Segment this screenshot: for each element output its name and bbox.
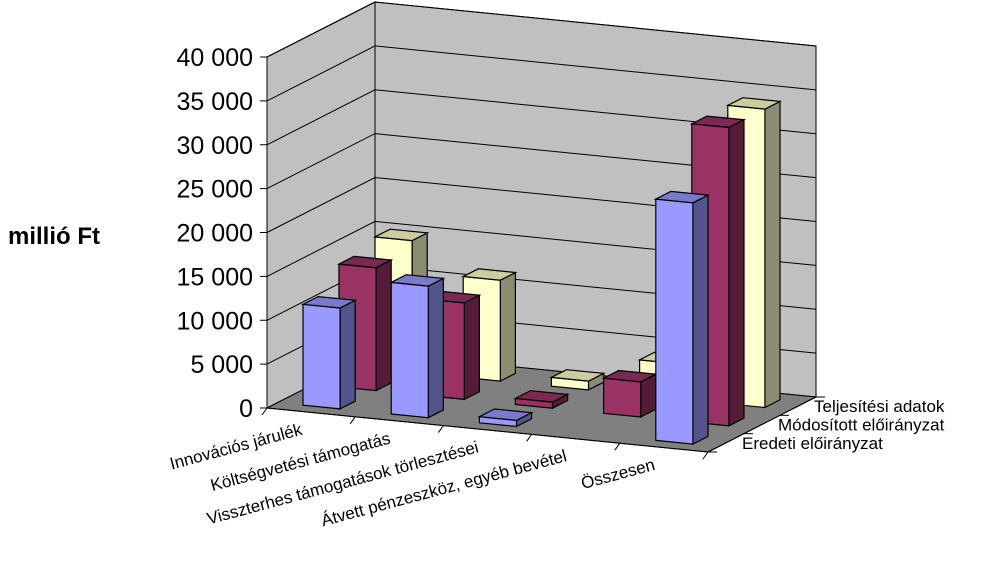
x-tick xyxy=(614,442,621,451)
bar xyxy=(300,295,358,410)
bar-side xyxy=(427,277,444,419)
bar xyxy=(549,369,606,391)
y-axis: 0 5 000 10 000 15 000 20 000 25 000 30 000 35 0… xyxy=(177,44,268,423)
bar-side xyxy=(499,271,517,383)
series-label: Módosított előirányzat xyxy=(778,416,945,435)
bars xyxy=(300,97,783,446)
y-tick-label: 15 000 xyxy=(177,263,253,291)
bar-top xyxy=(689,115,747,129)
gridline xyxy=(266,133,817,190)
x-axis-line xyxy=(266,407,709,453)
series-label: Teljesítési adatok xyxy=(814,397,945,416)
y-tick-label: 0 xyxy=(239,395,253,423)
bar-top xyxy=(372,228,430,242)
x-tick xyxy=(702,451,709,460)
y-tick-label: 40 000 xyxy=(177,44,253,72)
bar xyxy=(389,274,446,419)
bar-top xyxy=(300,295,358,309)
depth-axis-line xyxy=(707,396,817,453)
bar-front xyxy=(390,281,429,419)
bar-top xyxy=(389,274,446,287)
bar-front xyxy=(602,377,642,418)
bar-top xyxy=(653,190,711,204)
bar-side xyxy=(692,194,709,446)
bar-top xyxy=(461,268,518,281)
y-axis-label: millió Ft xyxy=(8,223,100,250)
gridline xyxy=(266,1,817,58)
y-tick-label: 30 000 xyxy=(177,132,253,160)
bar-top xyxy=(725,97,783,110)
y-tick-label: 35 000 xyxy=(177,88,253,116)
y-tick-label: 5 000 xyxy=(190,351,253,379)
bar-front xyxy=(655,198,694,445)
x-tick xyxy=(349,416,356,425)
bar xyxy=(601,369,658,418)
gridline xyxy=(266,89,817,146)
bar-side xyxy=(463,294,480,401)
y-tick-label: 20 000 xyxy=(177,220,253,248)
x-tick-label: Összesen xyxy=(579,455,657,493)
x-tick xyxy=(261,407,268,416)
bar-top xyxy=(336,255,394,269)
y-tick-label: 10 000 xyxy=(177,307,253,335)
x-tick xyxy=(526,434,533,442)
bar-top xyxy=(477,408,534,422)
bar-side xyxy=(339,299,356,410)
x-tick xyxy=(437,425,444,433)
bar xyxy=(653,190,711,446)
bar xyxy=(513,390,570,410)
bar-side xyxy=(764,100,781,409)
bar-top xyxy=(549,369,606,382)
gridline xyxy=(266,45,817,102)
bar-side xyxy=(375,259,392,392)
y-tick-label: 25 000 xyxy=(177,176,253,204)
bar xyxy=(477,408,534,428)
series-label: Eredeti előirányzat xyxy=(742,434,883,453)
bar-front xyxy=(302,303,341,410)
bar-side xyxy=(728,118,745,427)
bar-top xyxy=(513,390,570,403)
